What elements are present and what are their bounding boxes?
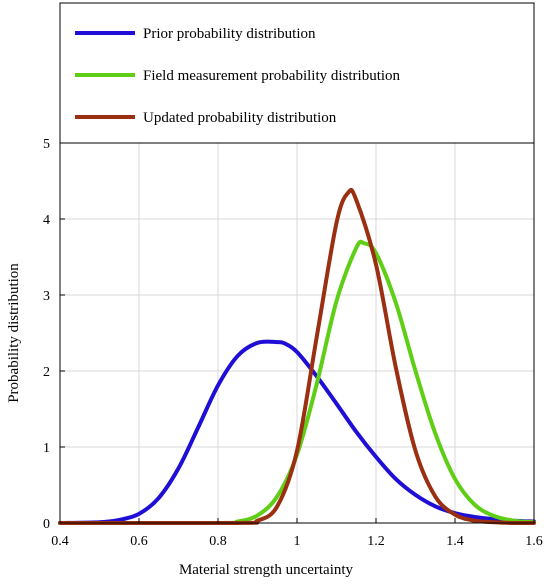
y-tick-label: 5 bbox=[43, 137, 50, 152]
y-tick-label: 2 bbox=[43, 365, 50, 380]
x-tick-label: 1.4 bbox=[446, 534, 464, 549]
tick-layer: 0.4 0.6 0.8 1 1.2 1.4 1.6 0 1 2 3 4 5 bbox=[43, 137, 543, 549]
legend-label-field: Field measurement probability distributi… bbox=[143, 68, 401, 84]
series-line-field bbox=[58, 239, 536, 526]
x-tick-label: 0.8 bbox=[209, 534, 227, 549]
series-layer bbox=[58, 187, 536, 526]
y-tick-label: 0 bbox=[43, 517, 50, 532]
y-axis-label: Probability distribution bbox=[6, 263, 22, 403]
x-tick-label: 1.2 bbox=[367, 534, 385, 549]
legend: Prior probability distribution Field mea… bbox=[59, 2, 535, 144]
y-tick-label: 3 bbox=[43, 289, 50, 304]
x-tick-label: 1.6 bbox=[525, 534, 543, 549]
x-tick-label: 0.4 bbox=[51, 534, 69, 549]
y-tick-label: 4 bbox=[43, 213, 50, 228]
legend-label-prior: Prior probability distribution bbox=[143, 26, 316, 42]
legend-label-updated: Updated probability distribution bbox=[143, 110, 337, 126]
x-axis-label: Material strength uncertainty bbox=[179, 562, 354, 578]
legend-box bbox=[59, 2, 535, 144]
x-tick-label: 1 bbox=[294, 534, 301, 549]
x-tick-label: 0.6 bbox=[130, 534, 148, 549]
series-line-updated bbox=[58, 187, 536, 526]
y-tick-label: 1 bbox=[43, 441, 50, 456]
